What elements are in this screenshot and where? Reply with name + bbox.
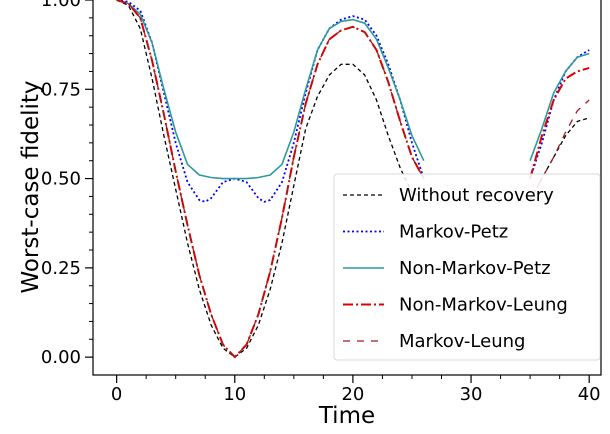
- y-tick-label: 0.00: [41, 347, 81, 368]
- y-tick-label: 0.50: [41, 169, 81, 190]
- x-tick-label: 40: [578, 384, 601, 405]
- axes-layer: 0 10 20 30 40 0.00 0.25 0.50 0.75 1.00: [41, 0, 602, 405]
- legend-label: Non-Markov-Petz: [399, 258, 551, 279]
- x-tick-label: 30: [460, 384, 483, 405]
- legend-label: Markov-Leung: [399, 331, 525, 352]
- series-line-without-recovery: [116, 0, 590, 358]
- y-tick-label: 1.00: [41, 0, 81, 11]
- plot-frame: [92, 0, 602, 376]
- series-layer: [116, 0, 590, 359]
- legend: Without recovery Markov-Petz Non-Markov-Pe…: [333, 173, 601, 361]
- x-tick-label: 0: [111, 384, 122, 405]
- x-tick-label: 20: [341, 384, 364, 405]
- x-tick-label: 10: [223, 384, 246, 405]
- series-line-markov-petz: [116, 0, 590, 203]
- legend-label: Non-Markov-Leung: [399, 295, 568, 316]
- legend-label: Markov-Petz: [399, 222, 508, 243]
- series-line-non-markov-petz: [116, 0, 590, 180]
- y-axis-label: Worst-case fidelity: [18, 80, 44, 293]
- legend-label: Without recovery: [399, 185, 554, 206]
- y-tick-label: 0.75: [41, 79, 81, 100]
- legend-frame: [333, 173, 601, 361]
- x-axis-label: Time: [318, 403, 375, 429]
- y-tick-label: 0.25: [41, 258, 81, 279]
